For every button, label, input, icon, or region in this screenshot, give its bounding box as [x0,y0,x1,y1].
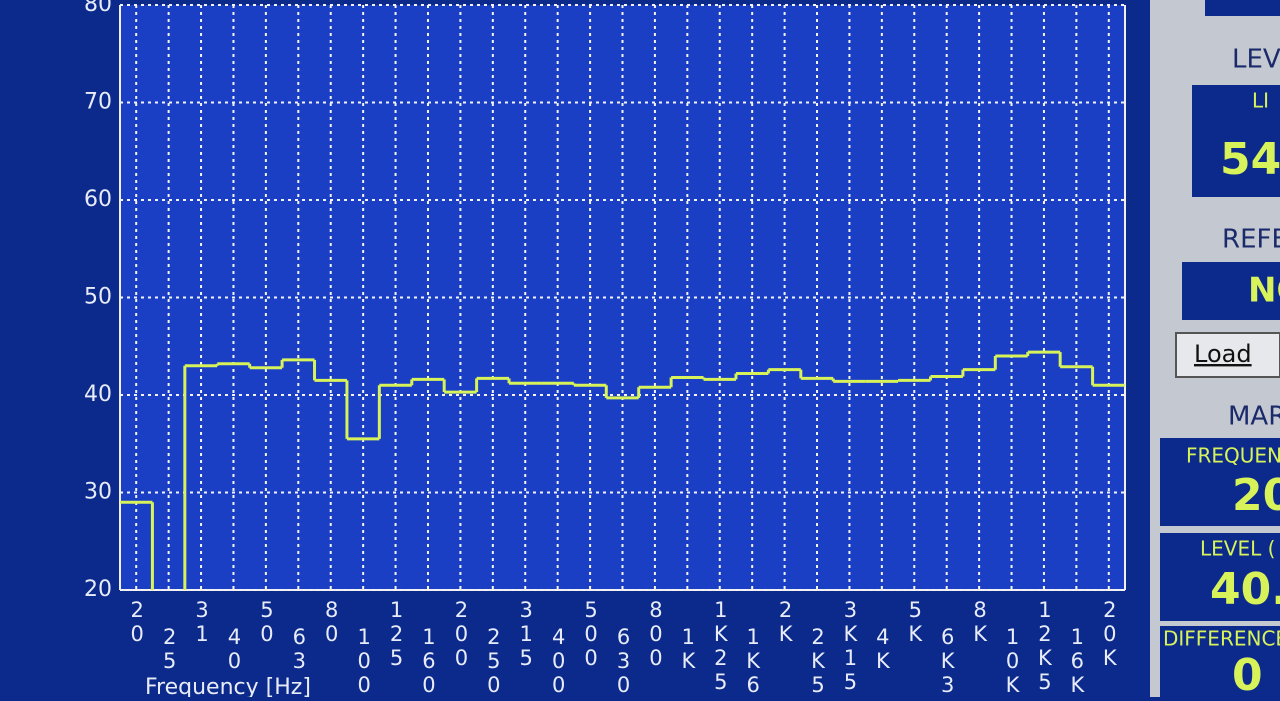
y-tick-label: 40 [84,382,112,407]
x-tick-label: 10K [1001,625,1025,697]
panel-box [1182,262,1280,320]
panel-label: DIFFERENCE [1163,627,1280,651]
x-tick-label: 4K [871,625,895,673]
x-tick-label: 12K5 [1033,598,1057,694]
panel-box [1205,0,1280,16]
x-tick-label: 3K15 [838,598,862,694]
panel-box [1192,85,1280,197]
x-tick-label: 31 [190,598,214,646]
x-tick-label: 250 [482,625,506,697]
x-tick-label: 16K [1065,625,1089,697]
x-tick-label: 40 [222,625,246,673]
x-tick-label: 8K [968,598,992,646]
panel-header: MAR [1228,402,1280,432]
x-tick-label: 50 [255,598,279,646]
panel-label: FREQUENC [1186,444,1280,468]
panel-value: 54.5 [1220,134,1280,185]
panel-value: NO [1248,271,1280,311]
x-tick-label: 1K6 [741,625,765,697]
x-tick-label: 800 [644,598,668,670]
y-tick-label: 20 [84,577,112,602]
x-tick-label: 1K25 [709,598,733,694]
x-tick-label: 315 [514,598,538,670]
panel-box [1160,533,1280,621]
plot-area [120,5,1125,590]
x-tick-label: 100 [352,625,376,697]
x-tick-label: 80 [320,598,344,646]
panel-box [1160,438,1280,526]
x-tick-label: 2K5 [806,625,830,697]
x-tick-label: 25 [158,625,182,673]
x-axis-title: Frequency [Hz] [145,675,311,697]
x-tick-label: 20 [125,598,149,646]
x-tick-label: 400 [547,625,571,697]
y-tick-label: 60 [84,187,112,212]
x-tick-label: 5K [903,598,927,646]
panel-header: REFE [1222,225,1280,255]
panel-value: 40.7 [1210,564,1280,615]
x-tick-label: 630 [612,625,636,697]
panel-label: LI [1252,89,1269,113]
y-tick-label: 80 [84,0,112,17]
x-tick-label: 1K [676,625,700,673]
x-tick-label: 200 [449,598,473,670]
load-button[interactable] [1175,332,1280,378]
x-tick-label: 6K3 [936,625,960,697]
panel-label: LEVEL ( [1200,537,1275,561]
x-tick-label: 63 [287,625,311,673]
x-tick-label: 500 [579,598,603,670]
x-tick-label: 2K [774,598,798,646]
panel-box [1160,626,1280,697]
y-tick-label: 30 [84,480,112,505]
y-tick-label: 70 [84,90,112,115]
x-tick-label: 160 [417,625,441,697]
load-button-label[interactable]: Load [1194,340,1252,368]
panel-value: 20 [1232,470,1280,521]
panel-header: LEV [1232,45,1280,75]
y-tick-label: 50 [84,285,112,310]
x-tick-label: 125 [385,598,409,670]
x-tick-label: 20K [1098,598,1122,670]
panel-value: 0 [1232,650,1263,697]
